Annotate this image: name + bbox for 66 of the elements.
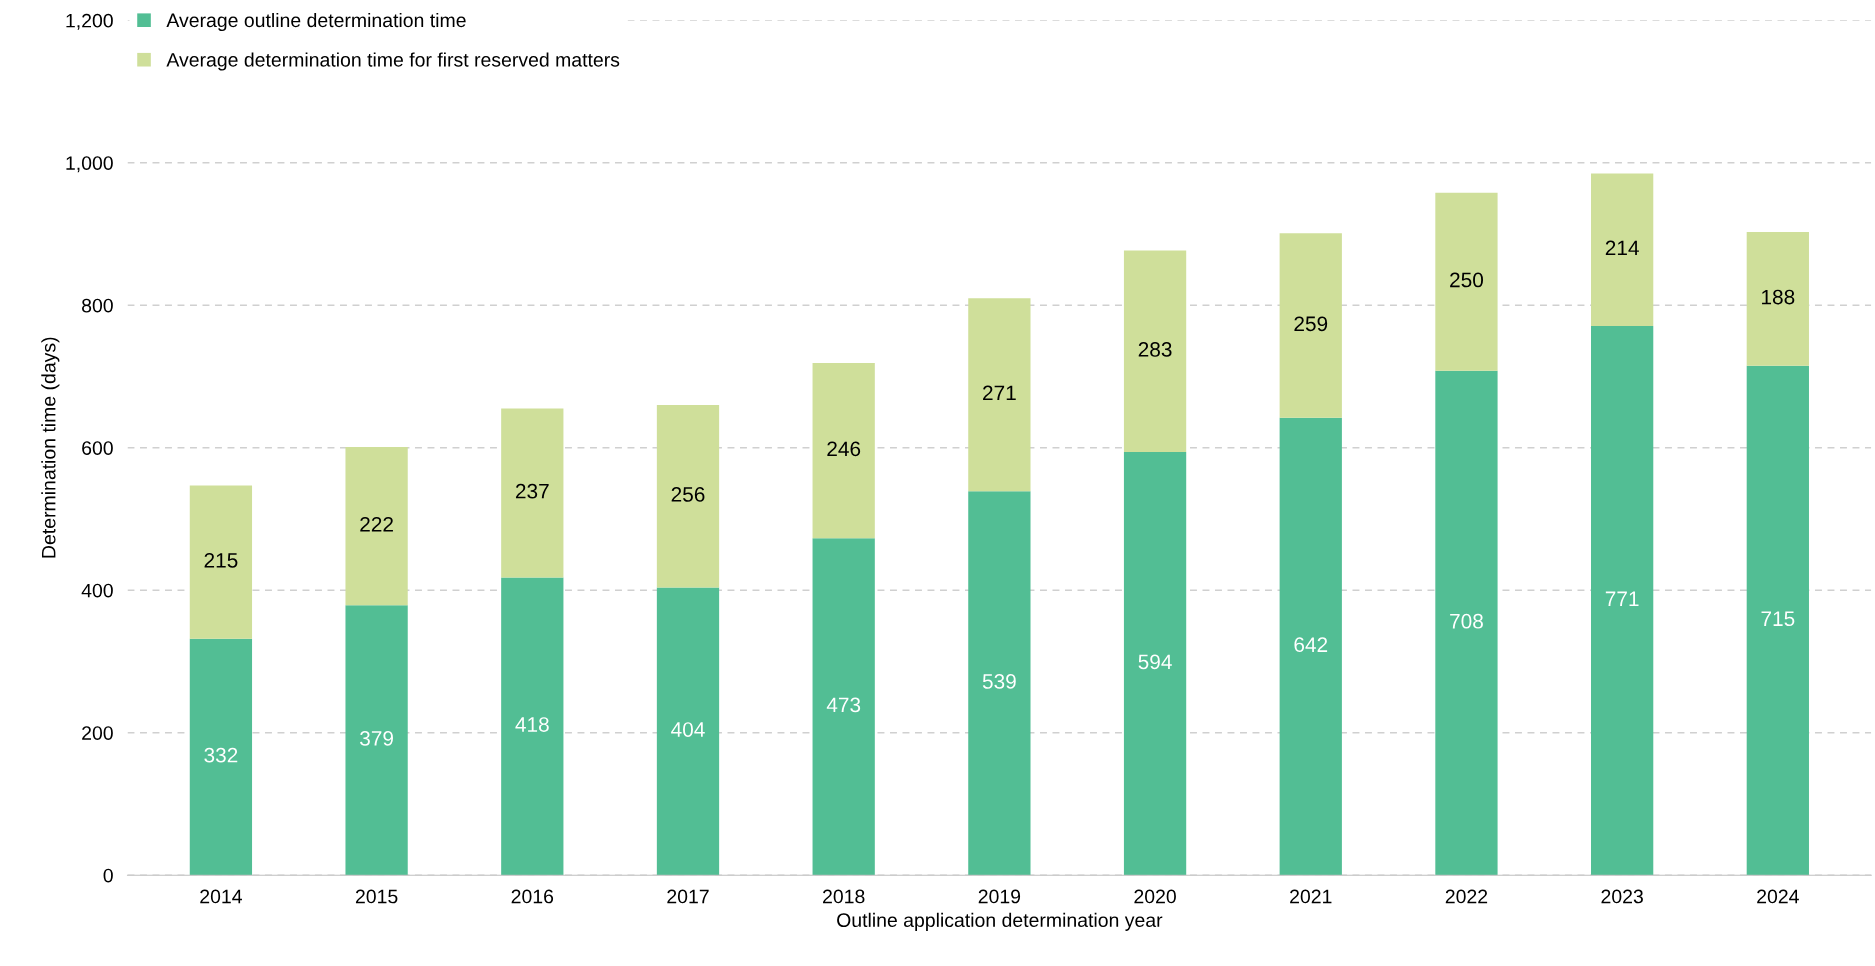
y-tick-label: 0 xyxy=(103,868,113,883)
bar xyxy=(968,298,1031,492)
data-label: 642 xyxy=(1294,637,1328,653)
x-tick-label: 2021 xyxy=(1290,889,1332,904)
y-axis-title: Determination time (days) xyxy=(41,337,60,558)
y-tick-label: 1,000 xyxy=(66,156,113,173)
bar xyxy=(1279,233,1342,418)
data-label: 222 xyxy=(360,516,393,532)
bar xyxy=(189,485,253,639)
x-tick-label: 2024 xyxy=(1757,889,1799,904)
y-tick-label: 1,200 xyxy=(66,13,113,30)
bar xyxy=(1123,452,1187,876)
x-axis-title: Outline application determination year xyxy=(837,912,1163,931)
data-label: 237 xyxy=(515,483,549,499)
x-tick-label: 2020 xyxy=(1134,889,1176,904)
data-label: 771 xyxy=(1605,591,1639,606)
bar xyxy=(656,405,720,588)
data-label: 332 xyxy=(204,747,238,763)
data-label: 250 xyxy=(1450,272,1484,288)
bar xyxy=(656,587,720,876)
data-label: 256 xyxy=(671,487,705,502)
data-label: 246 xyxy=(827,441,861,457)
data-label: 539 xyxy=(982,674,1016,689)
legend-label: Average outline determination time xyxy=(166,12,466,32)
x-tick-label: 2015 xyxy=(355,889,398,904)
y-tick-label: 800 xyxy=(82,298,113,313)
bar xyxy=(968,491,1031,876)
x-tick-label: 2016 xyxy=(511,889,554,904)
x-tick-label: 2017 xyxy=(667,889,709,904)
bar xyxy=(345,605,408,876)
bar xyxy=(1435,370,1498,876)
x-tick-label: 2022 xyxy=(1445,889,1488,904)
bar xyxy=(812,538,875,876)
y-tick-label: 600 xyxy=(82,441,113,455)
legend-label: Average determination time for first reserved matters xyxy=(166,52,620,71)
bar xyxy=(1591,325,1654,876)
x-tick-label: 2023 xyxy=(1601,889,1643,904)
data-label: 404 xyxy=(671,722,705,737)
x-tick-label: 2019 xyxy=(978,889,1021,904)
x-tick-label: 2014 xyxy=(200,889,242,904)
data-label: 188 xyxy=(1762,289,1795,305)
bar xyxy=(1279,417,1342,876)
bar xyxy=(1591,173,1654,326)
bar xyxy=(1435,192,1498,371)
data-label: 259 xyxy=(1294,316,1328,332)
y-tick-label: 400 xyxy=(81,583,113,598)
y-tick-label: 200 xyxy=(82,726,113,740)
x-tick-label: 2018 xyxy=(823,889,865,904)
data-label: 594 xyxy=(1138,654,1172,670)
data-label: 418 xyxy=(515,717,549,732)
bar xyxy=(1123,250,1187,453)
data-label: 271 xyxy=(983,385,1016,401)
data-label: 473 xyxy=(826,697,861,713)
data-label: 708 xyxy=(1450,613,1483,629)
bar xyxy=(189,638,253,876)
bar xyxy=(1746,231,1809,366)
bar xyxy=(1746,365,1809,876)
data-label: 214 xyxy=(1605,240,1639,256)
data-label: 379 xyxy=(360,731,393,746)
bar xyxy=(501,408,564,578)
bar xyxy=(812,362,875,539)
bar xyxy=(345,447,408,606)
data-label: 215 xyxy=(204,552,238,568)
data-label: 715 xyxy=(1761,611,1795,627)
bar xyxy=(501,577,564,876)
data-label: 283 xyxy=(1138,342,1172,357)
